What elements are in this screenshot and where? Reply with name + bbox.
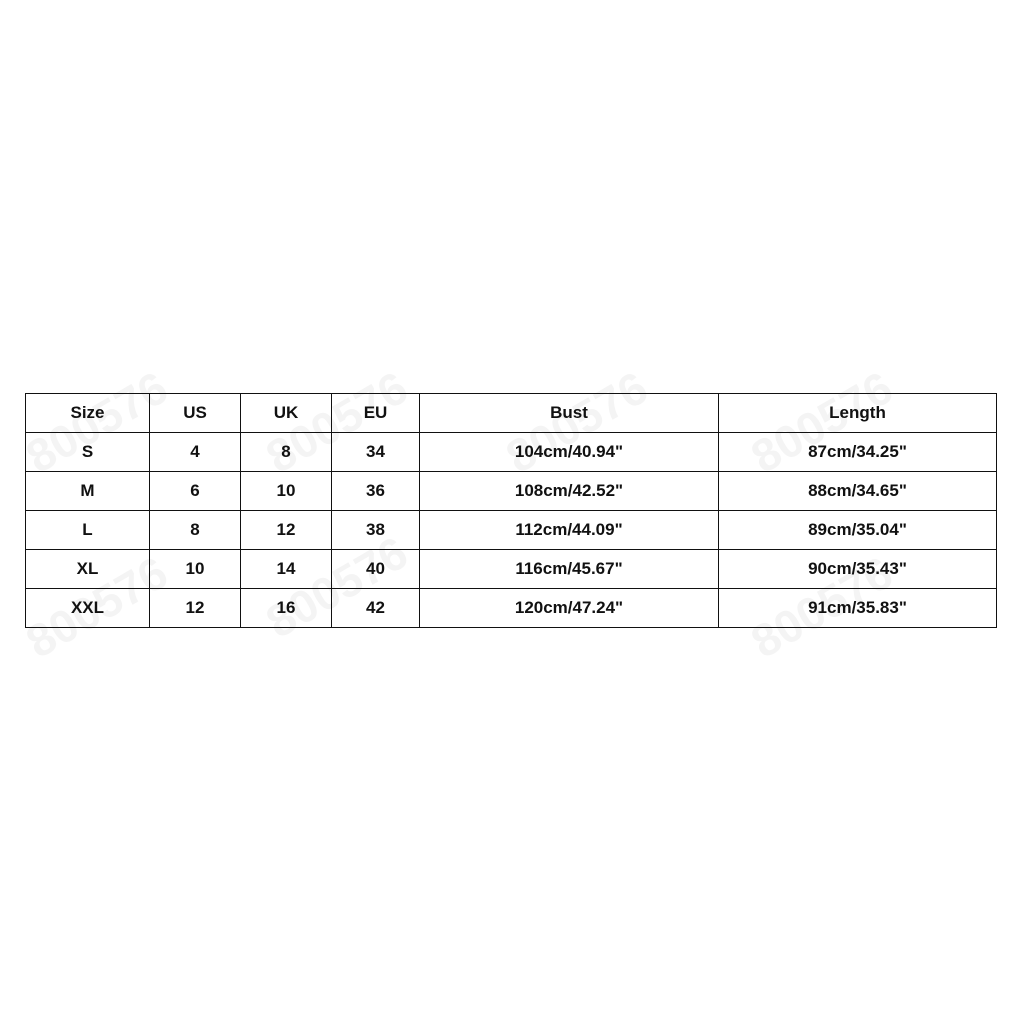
cell-bust: 104cm/40.94" (419, 432, 719, 472)
table-row: L 8 12 38 112cm/44.09" 89cm/35.04" (25, 510, 997, 550)
header-us: US (149, 393, 241, 433)
cell-length: 87cm/34.25" (718, 432, 997, 472)
size-chart-table: Size US UK EU Bust Length S 4 8 34 104cm/40.… (25, 393, 997, 628)
cell-us: 4 (149, 432, 241, 472)
cell-size: XL (25, 549, 150, 589)
cell-length: 91cm/35.83" (718, 588, 997, 628)
cell-bust: 112cm/44.09" (419, 510, 719, 550)
header-size: Size (25, 393, 150, 433)
header-row: Size US UK EU Bust Length (25, 393, 997, 433)
cell-eu: 36 (331, 471, 420, 511)
cell-length: 90cm/35.43" (718, 549, 997, 589)
cell-size: XXL (25, 588, 150, 628)
header-bust: Bust (419, 393, 719, 433)
cell-uk: 14 (240, 549, 332, 589)
cell-uk: 12 (240, 510, 332, 550)
header-uk: UK (240, 393, 332, 433)
header-eu: EU (331, 393, 420, 433)
cell-eu: 38 (331, 510, 420, 550)
cell-bust: 120cm/47.24" (419, 588, 719, 628)
table-row: XL 10 14 40 116cm/45.67" 90cm/35.43" (25, 549, 997, 589)
cell-uk: 10 (240, 471, 332, 511)
cell-length: 89cm/35.04" (718, 510, 997, 550)
cell-size: L (25, 510, 150, 550)
cell-us: 8 (149, 510, 241, 550)
cell-us: 10 (149, 549, 241, 589)
cell-eu: 42 (331, 588, 420, 628)
cell-uk: 16 (240, 588, 332, 628)
cell-size: M (25, 471, 150, 511)
table-row: M 6 10 36 108cm/42.52" 88cm/34.65" (25, 471, 997, 511)
cell-eu: 34 (331, 432, 420, 472)
table-row: S 4 8 34 104cm/40.94" 87cm/34.25" (25, 432, 997, 472)
cell-us: 12 (149, 588, 241, 628)
cell-uk: 8 (240, 432, 332, 472)
cell-length: 88cm/34.65" (718, 471, 997, 511)
header-length: Length (718, 393, 997, 433)
cell-eu: 40 (331, 549, 420, 589)
cell-bust: 108cm/42.52" (419, 471, 719, 511)
cell-bust: 116cm/45.67" (419, 549, 719, 589)
cell-size: S (25, 432, 150, 472)
table-row: XXL 12 16 42 120cm/47.24" 91cm/35.83" (25, 588, 997, 628)
cell-us: 6 (149, 471, 241, 511)
